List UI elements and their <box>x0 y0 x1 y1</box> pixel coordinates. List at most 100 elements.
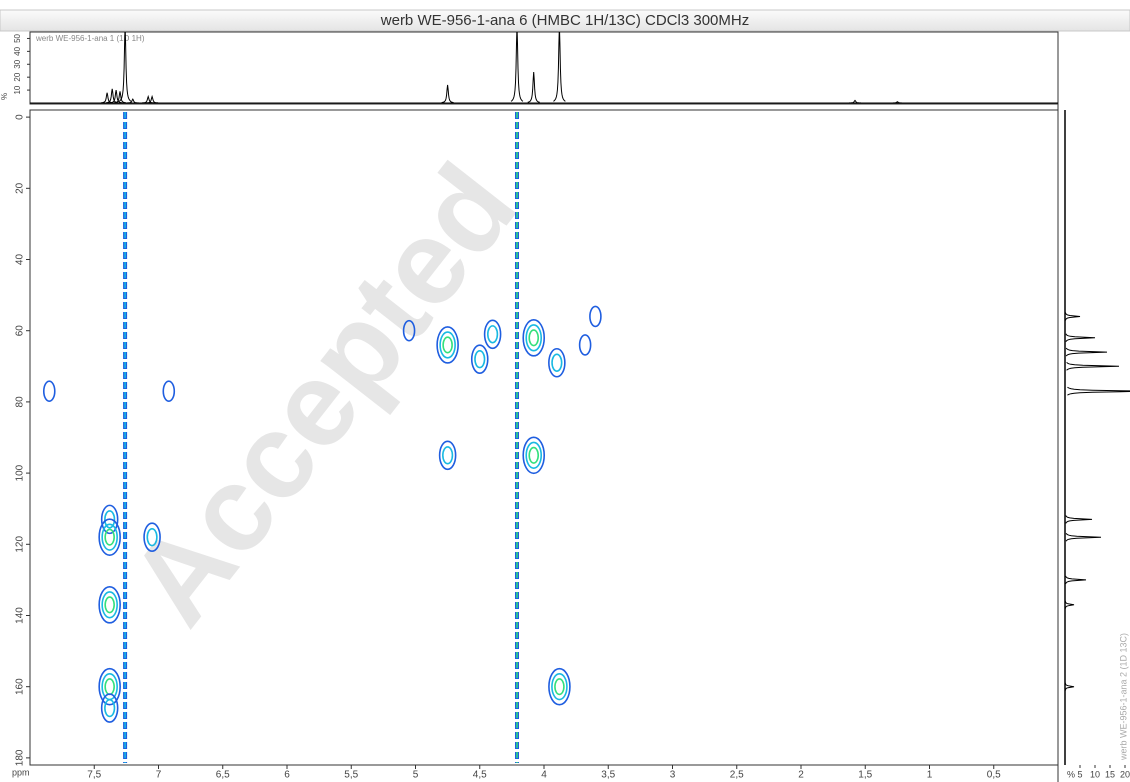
right-x-tick-label: 20 <box>1120 769 1130 779</box>
cross-peak <box>436 326 459 364</box>
top-peak <box>553 32 566 102</box>
cross-peak <box>104 510 116 529</box>
cross-peak <box>98 518 121 556</box>
x-tick-label: 1 <box>927 770 933 781</box>
right-peak <box>1065 347 1108 357</box>
top-peak <box>891 101 904 104</box>
x-tick-label: 3 <box>670 770 676 781</box>
cross-peak <box>143 522 161 552</box>
x-tick-label: 7 <box>156 770 162 781</box>
y-tick-label: 160 <box>15 678 26 695</box>
x-tick-label: 7,5 <box>87 770 101 781</box>
x-tick-label: 4,5 <box>473 770 487 781</box>
right-peak <box>1065 532 1102 542</box>
top-peak <box>527 71 540 103</box>
cross-peak <box>104 528 115 546</box>
right-peak <box>1065 575 1087 585</box>
cross-peak <box>42 380 56 403</box>
top-peak <box>114 91 126 104</box>
right-peak <box>1064 600 1075 609</box>
cross-peak <box>522 319 546 357</box>
cross-peak <box>589 305 602 328</box>
top-peak <box>510 32 524 102</box>
cross-peak <box>146 527 158 547</box>
cross-peak <box>98 667 121 706</box>
right-unit: % <box>1067 769 1075 779</box>
cross-peak <box>439 331 456 359</box>
top-peak <box>849 99 861 104</box>
top-spectrum-label: werb WE-956-1-ana 1 (1D 1H) <box>35 34 145 43</box>
cross-peak <box>442 336 453 354</box>
cross-peak <box>522 436 546 475</box>
cross-peak <box>551 673 568 701</box>
x-tick-label: 2,5 <box>730 770 744 781</box>
y-tick-label: 180 <box>15 749 26 766</box>
top-peak <box>142 94 155 104</box>
cross-peak <box>474 349 486 369</box>
x-tick-label: 4 <box>541 770 547 781</box>
cross-peak <box>100 504 119 535</box>
top-peak <box>146 94 159 104</box>
y-tick-label: 140 <box>15 607 26 624</box>
right-peak <box>1065 333 1096 343</box>
y-tick-label: 100 <box>15 464 26 481</box>
x-tick-label: 6,5 <box>216 770 230 781</box>
x-axis-label: ppm <box>12 767 30 777</box>
right-peak <box>1067 386 1130 396</box>
cross-peak <box>528 329 540 347</box>
cross-peak <box>438 440 457 471</box>
top-unit: % <box>0 93 9 100</box>
cross-peak <box>442 446 454 465</box>
x-tick-label: 2 <box>798 770 804 781</box>
top-y-tick-label: 50 <box>13 33 22 42</box>
watermark: Accepted <box>104 140 542 648</box>
x-tick-label: 0,5 <box>987 770 1001 781</box>
y-tick-label: 0 <box>15 114 26 120</box>
cross-peak <box>470 344 489 374</box>
top-spectrum <box>30 32 1058 104</box>
cross-peak <box>104 678 115 696</box>
x-tick-label: 6 <box>284 770 290 781</box>
cross-peak <box>483 319 502 350</box>
main-panel <box>29 109 1059 766</box>
top-y-tick-label: 30 <box>13 59 22 68</box>
right-x-tick-label: 15 <box>1105 769 1115 779</box>
right-x-tick-label: 5 <box>1077 769 1082 779</box>
top-y-tick-label: 20 <box>13 72 22 81</box>
cross-peak <box>548 667 571 706</box>
x-tick-label: 5 <box>413 770 419 781</box>
chart-title: werb WE-956-1-ana 6 (HMBC 1H/13C) CDCl3 … <box>380 12 749 29</box>
cross-peak <box>548 347 566 378</box>
right-spectrum-label: werb WE-956-1-ana 2 (1D 13C) <box>1118 633 1128 761</box>
cross-peak <box>402 319 416 342</box>
cross-peak <box>554 678 565 696</box>
right-peak <box>1064 682 1075 691</box>
y-tick-label: 60 <box>15 325 26 337</box>
top-peak <box>110 90 123 104</box>
y-tick-label: 120 <box>15 536 26 553</box>
y-tick-label: 80 <box>15 396 26 408</box>
top-peak <box>441 84 454 104</box>
x-tick-label: 1,5 <box>858 770 872 781</box>
top-peak <box>118 32 132 102</box>
cross-peak <box>162 380 176 403</box>
cross-peak <box>100 693 119 723</box>
right-peak <box>1066 361 1120 371</box>
title-bar <box>0 9 1130 32</box>
cross-peak <box>98 586 121 624</box>
x-tick-label: 5,5 <box>344 770 358 781</box>
right-peak <box>1064 312 1081 321</box>
right-x-tick-label: 10 <box>1090 769 1100 779</box>
cross-peak <box>101 523 118 551</box>
right-peak <box>1065 515 1093 524</box>
top-y-tick-label: 40 <box>13 46 22 55</box>
cross-peak <box>528 446 540 464</box>
right-spectrum <box>1064 110 1130 765</box>
cross-peak <box>104 698 116 718</box>
y-tick-label: 40 <box>15 254 26 266</box>
cross-peak <box>551 353 563 372</box>
y-tick-label: 20 <box>15 182 26 194</box>
cross-peak <box>487 325 499 344</box>
contours <box>42 112 602 763</box>
